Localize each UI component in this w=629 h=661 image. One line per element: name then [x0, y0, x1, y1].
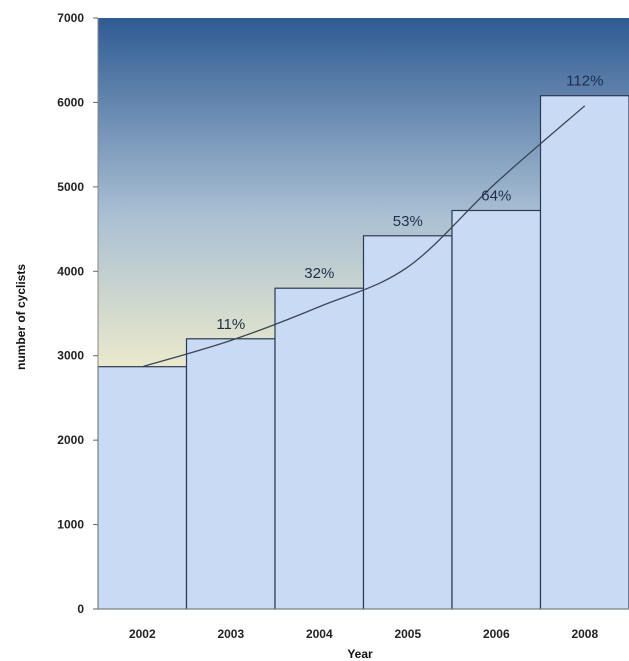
bar-2005 [362, 235, 453, 610]
x-tick-label-2006: 2006 [483, 627, 510, 641]
x-axis-title: Year [347, 647, 373, 661]
data-label-2006: 64% [481, 188, 511, 205]
bar-2004 [274, 287, 365, 610]
bar-2006 [451, 209, 542, 610]
trend-line [142, 105, 586, 368]
data-label-2005: 53% [393, 213, 423, 230]
y-tick-label-0: 0 [77, 602, 84, 616]
y-tick-label-6000: 6000 [57, 95, 84, 109]
y-tick-label-3000: 3000 [57, 349, 84, 363]
bar-2008 [539, 95, 629, 610]
x-tick-label-2005: 2005 [394, 627, 421, 641]
y-tick-label-2000: 2000 [57, 433, 84, 447]
bar-2002 [97, 366, 188, 610]
y-tick-label-5000: 5000 [57, 180, 84, 194]
x-tick-label-2003: 2003 [217, 627, 244, 641]
y-tick-label-4000: 4000 [57, 264, 84, 278]
bar-2003 [185, 338, 276, 610]
data-label-2004: 32% [304, 265, 334, 282]
y-tick-label-7000: 7000 [57, 11, 84, 25]
y-axis-title: number of cyclists [14, 264, 28, 370]
data-label-2003: 11% [216, 316, 245, 333]
x-tick-label-2004: 2004 [306, 627, 333, 641]
data-label-2008: 112% [566, 73, 603, 90]
x-tick-label-2008: 2008 [571, 627, 598, 641]
y-tick-label-1000: 1000 [57, 518, 84, 532]
x-tick-label-2002: 2002 [129, 627, 156, 641]
